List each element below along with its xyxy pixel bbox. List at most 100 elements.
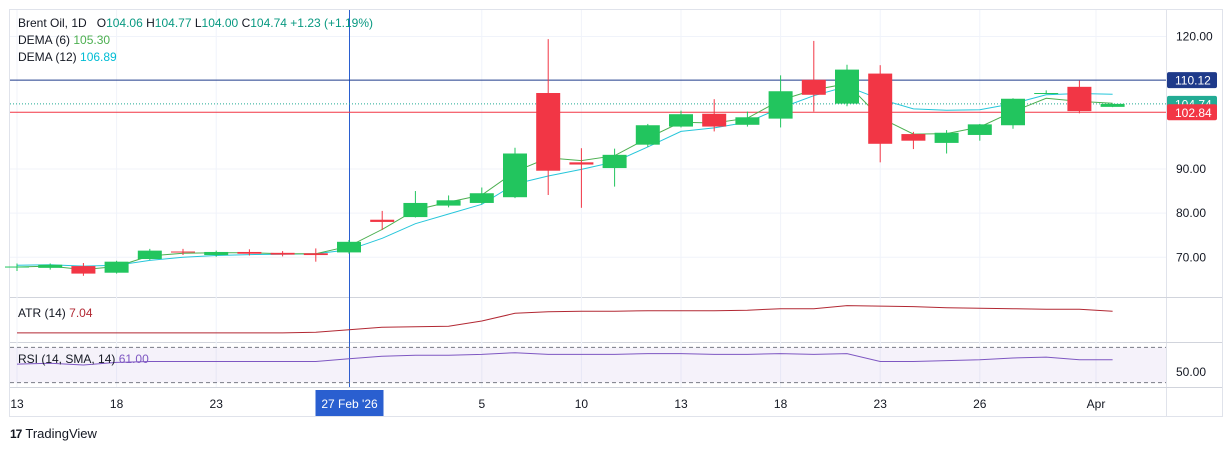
dema12-row[interactable]: DEMA (12) 106.89 xyxy=(18,49,373,66)
atr-line xyxy=(17,305,1113,334)
date-tick-label: 18 xyxy=(774,397,788,411)
dema12-label: DEMA (12) xyxy=(18,50,77,64)
dema12-line xyxy=(16,85,1113,267)
candle-body xyxy=(503,153,527,198)
candle-body xyxy=(436,200,461,206)
dema6-value: 105.30 xyxy=(73,33,111,47)
candle xyxy=(303,248,328,262)
date-tick-label: 23 xyxy=(874,397,888,411)
candle-body xyxy=(735,117,760,125)
dema6-label: DEMA (6) xyxy=(18,33,71,47)
candle-body xyxy=(71,266,96,274)
candle-body xyxy=(5,266,29,268)
date-tick-label: 18 xyxy=(110,397,124,411)
main-legend: Brent Oil, 1D O104.06 H104.77 L104.00 C1… xyxy=(18,15,373,66)
date-tick-label: 13 xyxy=(674,397,688,411)
candle-body xyxy=(469,193,494,203)
rsi-label: RSI (14, SMA, 14) xyxy=(18,352,116,366)
price-tag xyxy=(1167,104,1217,121)
chart-frame xyxy=(9,9,1223,417)
candle-body xyxy=(137,250,162,260)
crosshair-date-label: 27 Feb '26 xyxy=(321,397,378,411)
tradingview-brand[interactable]: 17 TradingView xyxy=(10,426,97,441)
high-label: H xyxy=(146,16,155,30)
low-label: L xyxy=(194,16,202,30)
candle-body xyxy=(1034,93,1059,95)
low-value: 104.00 xyxy=(201,16,239,30)
candle-body xyxy=(1001,98,1025,126)
candle xyxy=(768,75,793,128)
candle xyxy=(635,123,660,147)
atr-label: ATR (14) xyxy=(18,306,66,320)
atr-legend[interactable]: ATR (14) 7.04 xyxy=(18,306,93,320)
candle xyxy=(71,263,96,276)
candle-body xyxy=(38,264,63,268)
candle xyxy=(436,195,461,208)
candle xyxy=(702,99,727,132)
candle-body xyxy=(768,91,793,119)
candle xyxy=(868,65,893,163)
candle-body xyxy=(270,252,295,255)
high-value: 104.77 xyxy=(154,16,192,30)
tradingview-logo-icon: 17 xyxy=(10,426,22,441)
rsi-band xyxy=(10,347,1166,383)
close-value: 104.74 xyxy=(250,16,287,30)
date-tick-label: 26 xyxy=(973,397,987,411)
candle-body xyxy=(303,253,328,256)
dema6-line xyxy=(16,83,1113,271)
candle-body xyxy=(801,79,826,95)
brand-label: TradingView xyxy=(25,426,97,441)
candle-body xyxy=(569,162,594,165)
candle-body xyxy=(370,219,395,222)
candle xyxy=(536,39,561,196)
price-tick-label: 120.00 xyxy=(1176,29,1213,43)
price-tag-label: 102.84 xyxy=(1175,106,1212,120)
candle xyxy=(569,148,594,208)
price-tag-label: 110.12 xyxy=(1175,74,1211,88)
candle-body xyxy=(702,113,727,127)
candle xyxy=(735,111,760,127)
open-value: 104.06 xyxy=(106,16,143,30)
candle-body xyxy=(204,251,229,256)
date-tick-label: 5 xyxy=(478,397,485,411)
date-tick-label: 13 xyxy=(10,397,24,411)
candle xyxy=(1034,90,1059,95)
candle xyxy=(503,147,527,199)
candle xyxy=(934,130,959,154)
candle-body xyxy=(669,114,693,127)
candle-body xyxy=(635,125,660,145)
candle-body xyxy=(104,261,129,273)
candle-body xyxy=(237,251,262,254)
price-tick-label: 80.00 xyxy=(1176,206,1206,220)
crosshair-date-tag xyxy=(315,390,384,416)
candle-body xyxy=(868,73,893,144)
rsi-line xyxy=(16,352,1113,366)
symbol-label[interactable]: Brent Oil, 1D xyxy=(18,16,87,30)
candle-body xyxy=(835,69,859,104)
rsi-axis-label: 50.00 xyxy=(1176,365,1206,379)
dema12-value: 106.89 xyxy=(80,50,117,64)
candle xyxy=(270,251,295,257)
candle-body xyxy=(934,132,959,143)
candle-body xyxy=(337,241,361,253)
price-tag xyxy=(1167,72,1217,89)
candle xyxy=(237,249,262,256)
rsi-value: 61.00 xyxy=(118,352,149,366)
candle xyxy=(1067,80,1092,114)
candle-body xyxy=(536,93,561,171)
candle xyxy=(403,191,428,218)
rsi-legend[interactable]: RSI (14, SMA, 14) 61.00 xyxy=(18,352,149,366)
change-value: +1.23 (+1.19%) xyxy=(290,16,374,30)
candle xyxy=(171,248,195,256)
candle xyxy=(602,148,627,187)
candle-body xyxy=(1100,103,1125,107)
ohlc-row: Brent Oil, 1D O104.06 H104.77 L104.00 C1… xyxy=(18,15,373,32)
candle xyxy=(1100,103,1125,108)
candle-body xyxy=(403,202,428,218)
candle xyxy=(204,250,229,257)
candle xyxy=(5,263,29,271)
candle xyxy=(669,110,693,128)
dema6-row[interactable]: DEMA (6) 105.30 xyxy=(18,32,373,49)
candle xyxy=(901,131,926,150)
